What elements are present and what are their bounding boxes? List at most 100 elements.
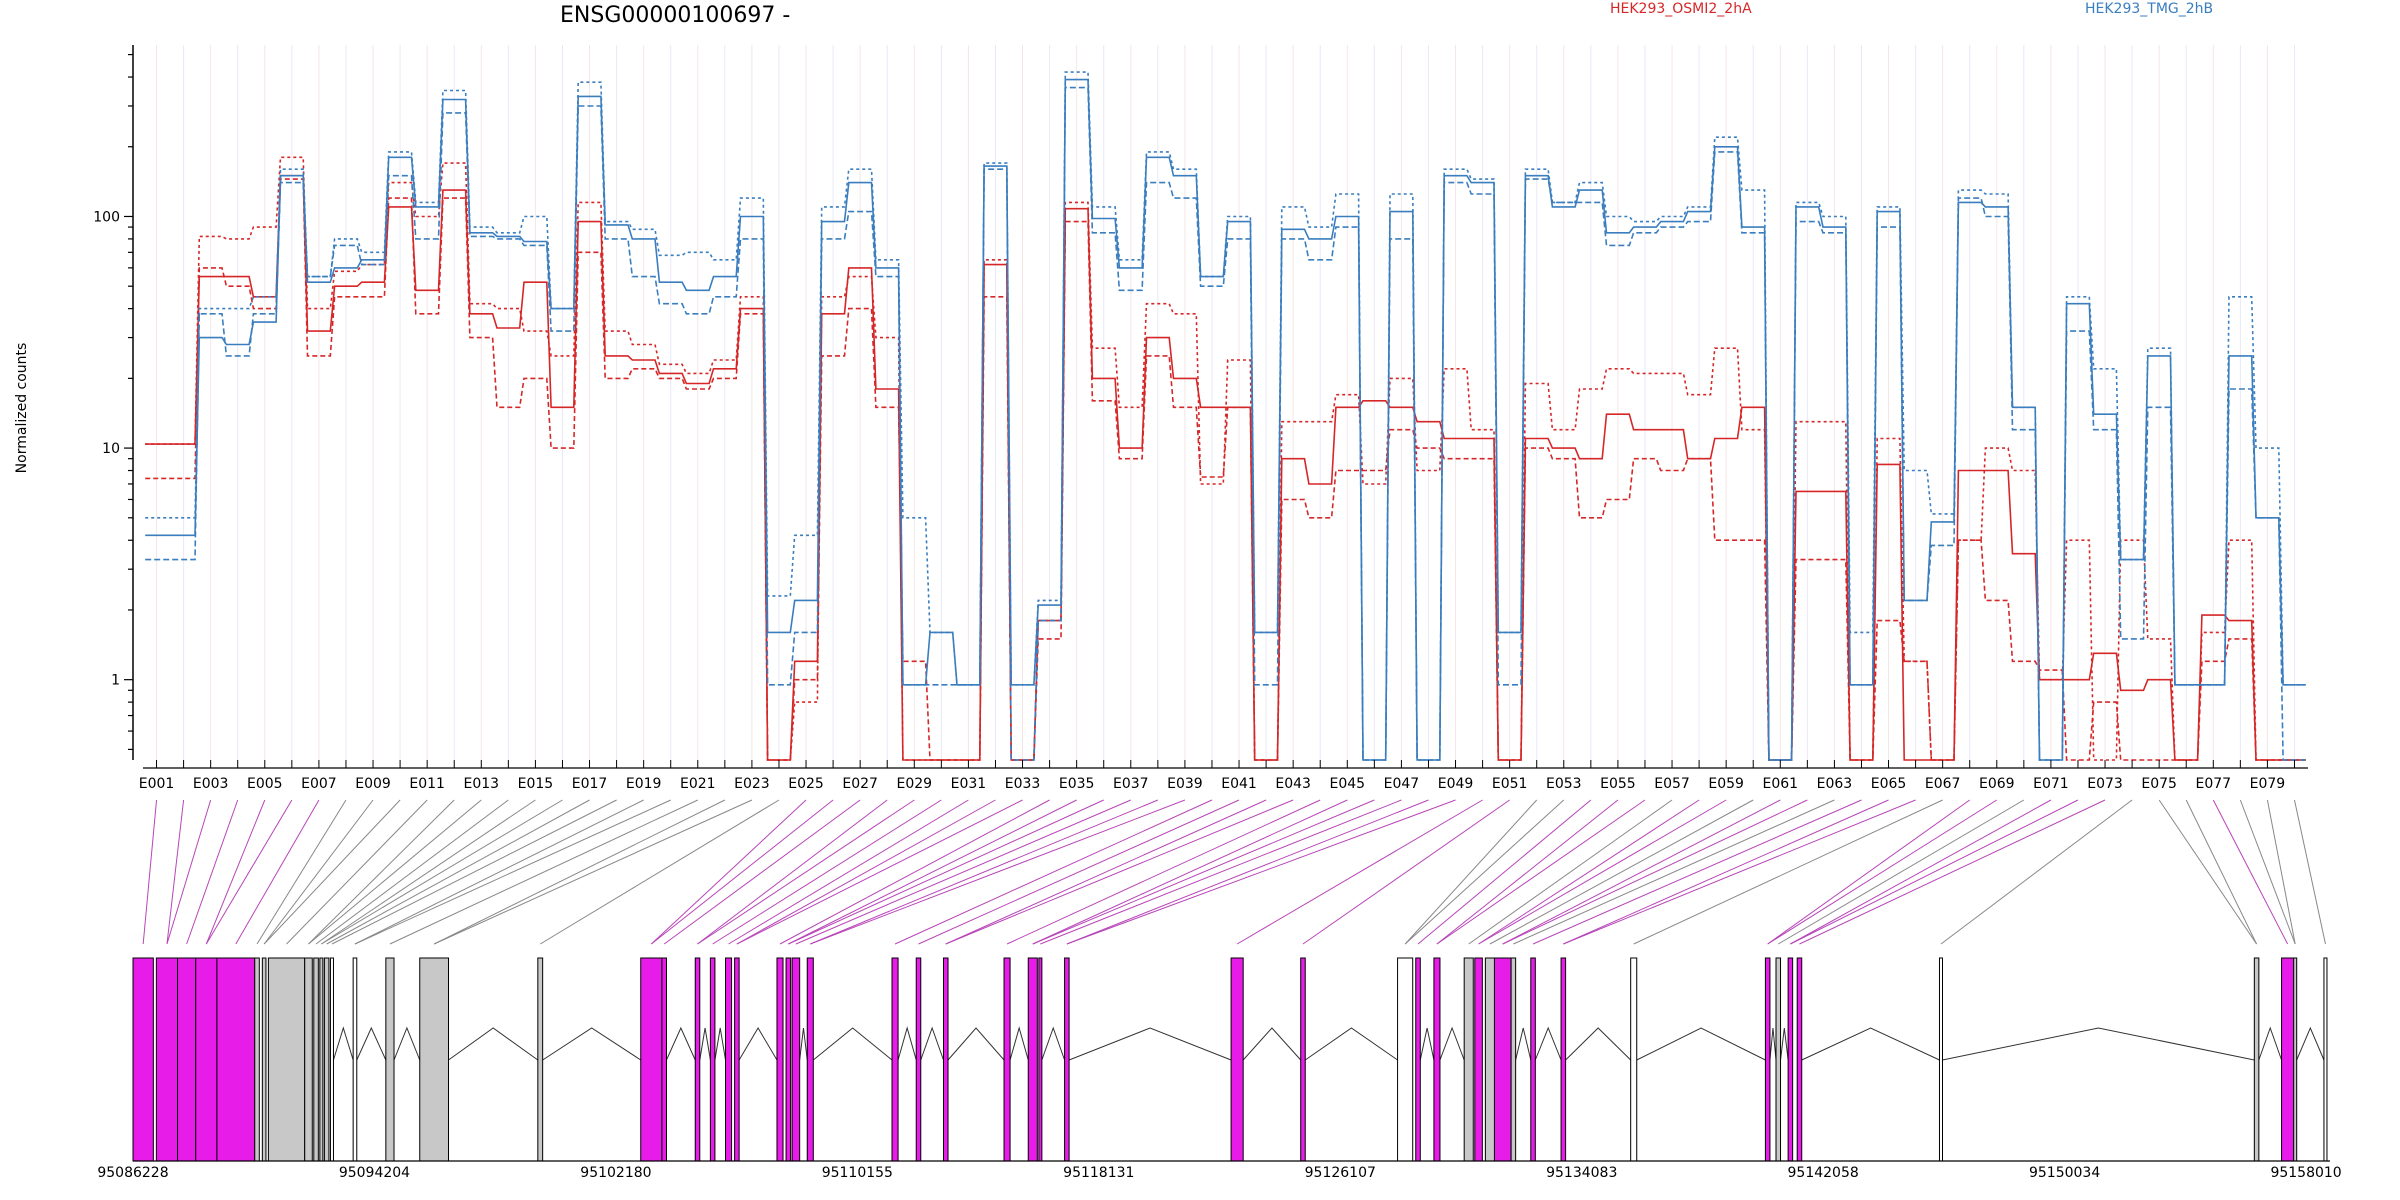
connector-E079 — [2266, 799, 2296, 945]
connector-E053 — [1404, 799, 1565, 945]
exon-block — [1530, 957, 1536, 1162]
exon-block — [1230, 957, 1244, 1162]
connector-E075 — [2158, 799, 2258, 945]
connector-E059 — [1478, 799, 1727, 945]
coordinate-tick-label: 95086228 — [97, 1165, 168, 1181]
connector-E060 — [1489, 799, 1754, 945]
connector-E073 — [1799, 799, 2106, 945]
intron-line — [1780, 1027, 1789, 1061]
exon-connector-lines — [142, 799, 2326, 945]
intron-line — [1419, 1027, 1435, 1061]
exon-block — [915, 957, 922, 1162]
connector-E010 — [263, 799, 401, 945]
exon-block — [2293, 957, 2298, 1162]
connector-E021 — [389, 799, 698, 945]
x-tick-label: E045 — [1329, 776, 1365, 792]
exon-block — [267, 957, 306, 1162]
x-tick-label: E005 — [247, 776, 283, 792]
connector-E069 — [1767, 799, 1998, 945]
series-lines — [145, 71, 2306, 761]
x-tick-label: E023 — [734, 776, 770, 792]
connector-E045 — [1032, 799, 1348, 945]
exon-block — [1463, 957, 1474, 1162]
x-tick-label: E079 — [2250, 776, 2286, 792]
connector-E063 — [1513, 799, 1835, 945]
connector-E007 — [235, 799, 320, 945]
x-tick-label: E037 — [1113, 776, 1149, 792]
exon-gridlines — [156, 45, 2295, 760]
exon-block — [1938, 957, 1944, 1162]
exon-block — [2253, 957, 2260, 1162]
connector-E012 — [308, 799, 455, 945]
exon-block — [1003, 957, 1011, 1162]
x-tick-label: E067 — [1925, 776, 1961, 792]
chart-title: ENSG00000100697 - — [560, 3, 790, 28]
x-tick-label: E049 — [1438, 776, 1474, 792]
intron-line — [448, 1027, 539, 1061]
exon-block — [1630, 957, 1638, 1162]
connector-E005 — [205, 799, 266, 945]
exon-block — [385, 957, 395, 1162]
exon-block — [785, 957, 792, 1162]
connector-E006 — [205, 799, 293, 945]
exon-block — [1787, 957, 1794, 1162]
exon-block — [640, 957, 663, 1162]
x-tick-label: E031 — [951, 776, 987, 792]
connector-E077 — [2212, 799, 2289, 945]
x-tick-label: E027 — [842, 776, 878, 792]
exon-block — [694, 957, 701, 1162]
exon-block — [254, 957, 260, 1162]
intron-line — [812, 1027, 893, 1061]
connector-E013 — [308, 799, 482, 945]
connector-E022 — [433, 799, 726, 945]
coordinate-tick-label: 95126107 — [1305, 1165, 1376, 1181]
intron-line — [799, 1027, 808, 1061]
connector-E036 — [788, 799, 1104, 945]
connector-E027 — [663, 799, 861, 945]
connector-E076 — [2185, 799, 2258, 945]
x-tick-label: E043 — [1275, 776, 1311, 792]
series-line-3 — [145, 156, 2306, 761]
intron-line — [699, 1027, 711, 1061]
intron-line — [393, 1026, 421, 1061]
x-tick-label: E077 — [2195, 776, 2231, 792]
intron-line — [1304, 1027, 1398, 1061]
exon-axis: E001 E003 E005 E007 E009 E011 E013 E015 E017 E019… — [139, 760, 2308, 792]
coordinate-tick-label: 95110155 — [822, 1165, 893, 1181]
x-tick-label: E057 — [1654, 776, 1690, 792]
exon-block — [419, 957, 450, 1162]
connector-E074 — [1940, 799, 2133, 945]
connector-E004 — [186, 799, 239, 945]
x-tick-label: E029 — [896, 776, 932, 792]
plot-axes: 1 10 100 — [93, 45, 134, 760]
connector-E033 — [736, 799, 1023, 945]
connector-E071 — [1790, 799, 2052, 945]
x-tick-label: E019 — [626, 776, 662, 792]
series-line-2 — [145, 178, 2306, 761]
exon-block — [195, 957, 218, 1162]
connector-E070 — [1778, 799, 2025, 945]
connector-E043 — [945, 799, 1294, 945]
genome-coordinate-axis: 95086228 95094204 95102180 95110155 95118131… — [97, 1160, 2342, 1181]
connector-E031 — [728, 799, 969, 945]
x-tick-label: E047 — [1384, 776, 1420, 792]
x-tick-label: E063 — [1817, 776, 1853, 792]
exon-block — [155, 957, 179, 1162]
connector-E035 — [788, 799, 1077, 945]
exon-block — [806, 957, 814, 1162]
intron-line — [1439, 1026, 1465, 1061]
connector-E049 — [1066, 799, 1456, 945]
intron-line — [356, 1026, 387, 1061]
x-tick-label: E007 — [301, 776, 337, 792]
connector-E030 — [712, 799, 942, 945]
connector-E061 — [1502, 799, 1781, 945]
connector-E001 — [142, 799, 158, 945]
exon-block — [776, 957, 784, 1162]
connector-E015 — [321, 799, 536, 945]
exon-block — [1764, 957, 1771, 1162]
connector-E026 — [651, 799, 834, 945]
connector-E048 — [1066, 799, 1429, 945]
exon-block — [319, 957, 324, 1162]
intron-line — [2258, 1026, 2283, 1061]
